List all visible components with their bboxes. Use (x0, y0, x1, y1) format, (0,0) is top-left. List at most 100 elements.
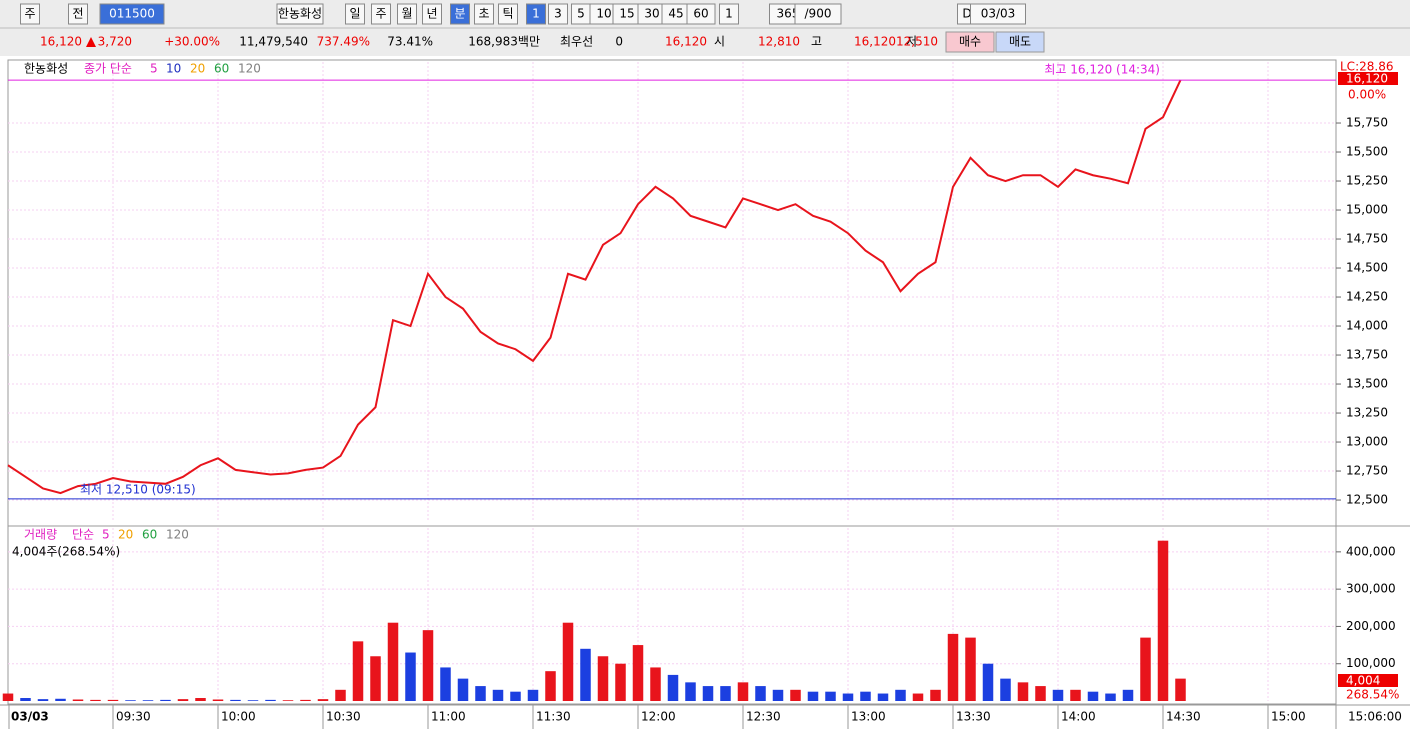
volume-bar (772, 689, 784, 701)
toolbar-button[interactable] (276, 3, 324, 25)
info-turnover: 73.41% (387, 35, 433, 49)
volume-bar (1157, 540, 1169, 701)
toolbar-label: 30 (644, 7, 659, 21)
toolbar-label: 일 (349, 7, 360, 21)
y-tick-label: 13,250 (1346, 406, 1388, 420)
volume-bar (790, 689, 801, 701)
volume-bar (265, 699, 276, 701)
volume-subtitle: 4,004주(268.54%) (12, 545, 120, 559)
y-tick-label: 14,250 (1346, 290, 1388, 304)
x-tick-label: 11:00 (431, 710, 466, 724)
legend-period: 5 (102, 528, 110, 542)
volume-bar (650, 667, 661, 701)
toolbar-button[interactable] (498, 3, 518, 25)
volume-bar (842, 693, 854, 701)
toolbar-button[interactable] (371, 3, 391, 25)
volume-bar (317, 699, 329, 701)
toolbar-label: 주 (375, 7, 386, 21)
toolbar-button[interactable] (474, 3, 494, 25)
last-label: 4,004 (1346, 674, 1380, 688)
legend-period: 5 (150, 62, 158, 76)
legend-label: 종가 단순 (84, 62, 132, 76)
volume-bar (947, 633, 959, 701)
x-tick-label: 11:30 (536, 710, 571, 724)
info-current: 16,120 (665, 35, 707, 49)
legend-title: 거래량 (24, 528, 57, 542)
legend-period: 20 (118, 528, 133, 542)
y-tick-label: 13,750 (1346, 348, 1388, 362)
toolbar-label: D (962, 7, 971, 21)
y-tick-label: 12,750 (1346, 464, 1388, 478)
toolbar-button[interactable] (548, 3, 568, 25)
volume-bar (90, 699, 101, 701)
toolbar-button[interactable] (526, 3, 546, 25)
sell-button[interactable] (995, 31, 1045, 53)
x-tick-label: 14:00 (1061, 710, 1096, 724)
legend-period: 10 (166, 62, 181, 76)
toolbar-button[interactable] (345, 3, 365, 25)
toolbar-label: 365 (777, 7, 800, 21)
toolbar-label: 5 (577, 7, 585, 21)
toolbar-button[interactable] (20, 3, 40, 25)
x-tick-label: 15:00 (1271, 710, 1306, 724)
volume-bar (370, 656, 381, 701)
toolbar-button[interactable] (450, 3, 470, 25)
toolbar-label: 초 (478, 7, 489, 21)
volume-bar (860, 691, 871, 701)
volume-bar (1017, 682, 1029, 701)
toolbar-button[interactable] (794, 3, 842, 25)
volume-bar (387, 622, 399, 701)
toolbar-button[interactable] (397, 3, 417, 25)
volume-bar (877, 693, 889, 701)
volume-bar (580, 648, 591, 701)
volume-bar (702, 686, 714, 701)
volume-bar (300, 699, 311, 701)
volume-bar (335, 689, 346, 701)
toolbar-label: 60 (693, 7, 708, 21)
toolbar-label: 10 (596, 7, 611, 21)
y-tick-label: 15,250 (1346, 174, 1388, 188)
reference-label: 최저 12,510 (09:15) (80, 482, 196, 496)
y-tick-label: 300,000 (1346, 582, 1396, 596)
pct-label: 268.54% (1346, 688, 1399, 702)
volume-bar (107, 699, 119, 701)
last-bg (1338, 674, 1398, 687)
y-tick-label: 200,000 (1346, 619, 1396, 633)
info-volume: 11,479,540 (239, 35, 308, 49)
volume-bar (142, 700, 154, 701)
up-arrow (86, 37, 96, 47)
volume-bar (982, 663, 994, 701)
volume-bar (20, 698, 31, 701)
toolbar-button[interactable] (970, 3, 1026, 25)
volume-bar (195, 698, 206, 701)
toolbar-label: 011500 (109, 7, 155, 21)
y-tick-label: 400,000 (1346, 544, 1396, 558)
x-tick-label: 10:00 (221, 710, 256, 724)
toolbar-label: 3 (554, 7, 562, 21)
volume-bar (422, 630, 434, 701)
toolbar-label: 전 (72, 7, 83, 21)
volume-bar (475, 686, 486, 701)
y-tick-label: 15,500 (1346, 145, 1388, 159)
toolbar-label: 틱 (502, 7, 513, 21)
y-tick-label: 15,750 (1346, 116, 1388, 130)
buy-button[interactable] (945, 31, 995, 53)
x-tick-label: 13:00 (851, 710, 886, 724)
volume-bar (457, 678, 469, 701)
toolbar-label: 년 (426, 7, 437, 21)
toolbar-label: 03/03 (981, 7, 1016, 21)
toolbar-button[interactable] (422, 3, 442, 25)
toolbar-button[interactable] (686, 3, 716, 25)
toolbar-label: 15 (619, 7, 634, 21)
toolbar-label: 1 (532, 7, 540, 21)
toolbar-button[interactable] (719, 3, 739, 25)
reference-label: 최고 16,120 (14:34) (1044, 63, 1160, 77)
toolbar-button[interactable] (68, 3, 88, 25)
volume-bar (685, 682, 696, 701)
volume-bar (160, 699, 171, 701)
volume-bar (895, 689, 906, 701)
toolbar-label: 분 (454, 7, 465, 21)
toolbar-button[interactable] (99, 3, 165, 25)
volume-bar (1000, 678, 1011, 701)
